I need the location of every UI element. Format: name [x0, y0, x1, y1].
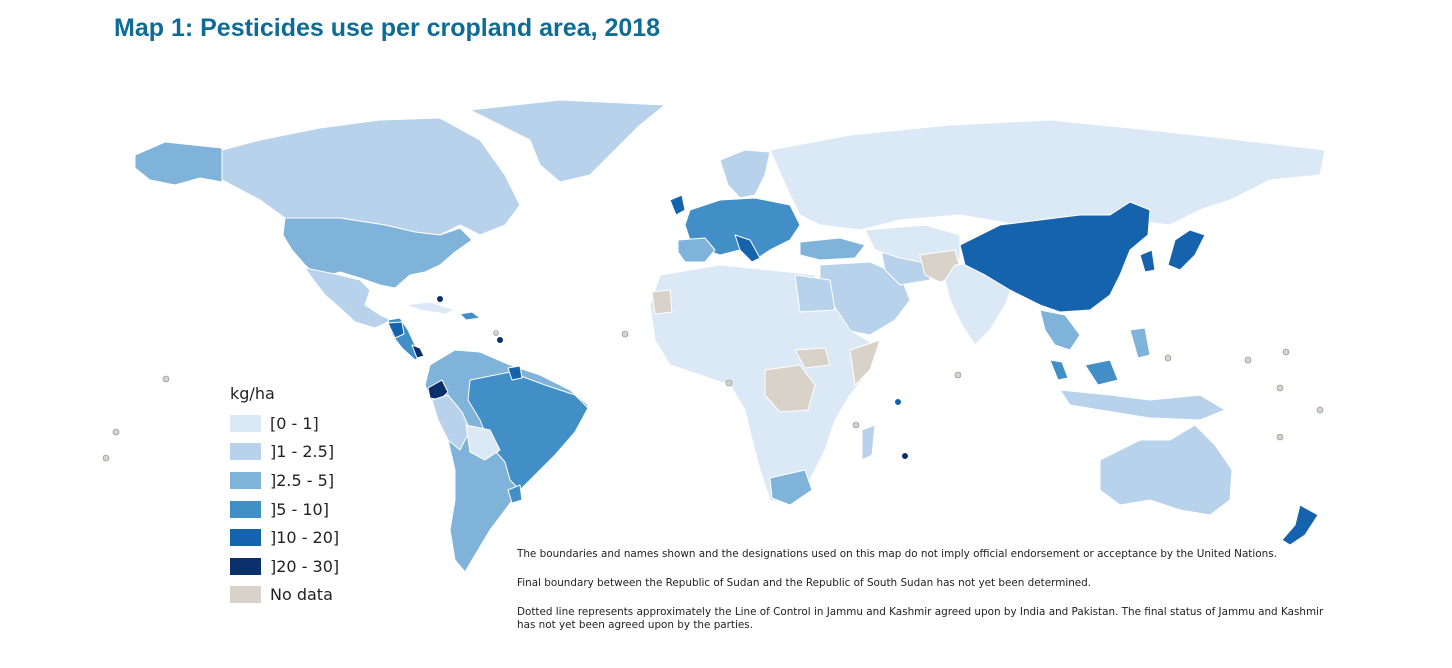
- legend-item: ]1 - 2.5]: [230, 438, 339, 467]
- legend-swatch: [230, 500, 261, 518]
- map-title: Map 1: Pesticides use per cropland area,…: [114, 14, 661, 42]
- island-no-data-8[interactable]: [1282, 348, 1290, 356]
- legend-title: kg/ha: [230, 384, 275, 403]
- region-turkey[interactable]: [799, 237, 866, 261]
- region-italy[interactable]: [734, 234, 761, 263]
- region-indonesia[interactable]: [1059, 389, 1226, 421]
- legend-label: ]1 - 2.5]: [270, 442, 335, 462]
- region-iberia[interactable]: [677, 237, 716, 263]
- region-costa-rica[interactable]: [411, 344, 425, 359]
- island-no-data-7[interactable]: [1244, 356, 1252, 364]
- legend-label: ]20 - 30]: [270, 556, 340, 576]
- region-scandinavia[interactable]: [719, 149, 771, 199]
- island-no-data-13[interactable]: [725, 379, 733, 387]
- legend-swatch: [230, 529, 261, 547]
- island-no-data-5[interactable]: [954, 371, 962, 379]
- note-sudan: Final boundary between the Republic of S…: [517, 577, 1092, 589]
- island-no-data-9[interactable]: [1276, 384, 1284, 392]
- legend-swatch: [230, 471, 261, 489]
- island-caribbean-1[interactable]: [497, 337, 503, 343]
- island-no-data-6[interactable]: [1164, 354, 1172, 362]
- region-bolivia[interactable]: [465, 424, 501, 461]
- region-madagascar[interactable]: [861, 424, 876, 461]
- island-no-data-11[interactable]: [1276, 433, 1284, 441]
- region-se-asia[interactable]: [1039, 309, 1081, 351]
- region-china[interactable]: [959, 201, 1151, 313]
- region-philippines[interactable]: [1129, 327, 1151, 359]
- region-drc[interactable]: [764, 364, 816, 413]
- legend-item: ]2.5 - 5]: [230, 466, 339, 495]
- region-canada[interactable]: [221, 117, 521, 236]
- region-hispaniola[interactable]: [459, 311, 481, 321]
- legend-swatch: [230, 586, 261, 604]
- island-mauritius[interactable]: [895, 399, 901, 405]
- legend-swatch: [230, 443, 261, 461]
- region-korea[interactable]: [1139, 249, 1156, 273]
- region-egypt[interactable]: [794, 274, 836, 313]
- legend-item: ]5 - 10]: [230, 495, 339, 524]
- region-new-zealand[interactable]: [1281, 504, 1319, 546]
- island-no-data-4[interactable]: [102, 454, 110, 462]
- region-cuba[interactable]: [404, 301, 456, 315]
- legend-item: No data: [230, 581, 339, 610]
- island-no-data-2[interactable]: [162, 375, 170, 383]
- legend-item: ]20 - 30]: [230, 552, 339, 581]
- region-uruguay[interactable]: [507, 484, 523, 504]
- island-caribbean-2[interactable]: [493, 330, 499, 336]
- region-australia[interactable]: [1099, 424, 1233, 516]
- region-alaska[interactable]: [134, 141, 223, 186]
- region-suriname[interactable]: [507, 365, 523, 381]
- legend-swatch: [230, 557, 261, 575]
- region-somalia[interactable]: [849, 339, 881, 386]
- region-south-sudan[interactable]: [794, 347, 831, 369]
- region-malaysia[interactable]: [1049, 359, 1069, 381]
- region-peru[interactable]: [431, 394, 471, 451]
- region-russia[interactable]: [769, 119, 1326, 231]
- legend-item: ]10 - 20]: [230, 523, 339, 552]
- map-notes: The boundaries and names shown and the d…: [517, 548, 1332, 648]
- region-japan[interactable]: [1167, 229, 1206, 271]
- region-usa[interactable]: [282, 217, 473, 289]
- legend-swatch: [230, 414, 261, 432]
- legend-label: ]5 - 10]: [270, 499, 329, 519]
- region-guatemala[interactable]: [387, 321, 405, 339]
- region-greenland[interactable]: [469, 99, 666, 183]
- legend-rows: [0 - 1] ]1 - 2.5] ]2.5 - 5] ]5 - 10] ]10 - 2…: [230, 409, 339, 609]
- map-legend: kg/ha [0 - 1] ]1 - 2.5] ]2.5 - 5] ]5 - 10]]…: [230, 384, 339, 609]
- legend-label: No data: [270, 585, 333, 605]
- region-uk[interactable]: [669, 194, 686, 216]
- legend-label: [0 - 1]: [270, 413, 319, 433]
- island-no-data-10[interactable]: [1316, 406, 1324, 414]
- island-no-data-3[interactable]: [112, 428, 120, 436]
- region-borneo[interactable]: [1084, 359, 1119, 386]
- island-no-data-1[interactable]: [621, 330, 629, 338]
- legend-item: [0 - 1]: [230, 409, 339, 438]
- region-mauritania[interactable]: [651, 289, 673, 315]
- region-south-africa[interactable]: [769, 469, 813, 506]
- island-jamaica[interactable]: [437, 296, 443, 302]
- legend-label: ]10 - 20]: [270, 528, 340, 548]
- legend-label: ]2.5 - 5]: [270, 470, 335, 490]
- island-no-data-12[interactable]: [852, 421, 860, 429]
- note-kashmir: Dotted line represents approximately the…: [517, 606, 1324, 631]
- island-reunion[interactable]: [902, 453, 908, 459]
- note-boundaries: The boundaries and names shown and the d…: [517, 548, 1277, 560]
